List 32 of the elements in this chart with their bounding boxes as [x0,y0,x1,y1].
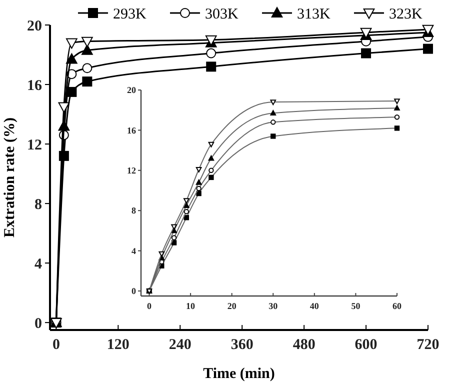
x-tick-label: 600 [354,337,378,353]
y-tick-label: 12 [127,166,136,176]
legend-label: 323K [389,6,422,22]
y-tick-label: 16 [127,125,136,136]
y-tick-label: 0 [34,316,42,332]
x-tick-label: 0 [147,301,152,311]
y-tick-label: 0 [132,286,136,296]
x-tick-label: 720 [416,337,440,353]
x-axis-title: Time (min) [203,366,275,382]
x-tick-label: 480 [292,337,316,353]
y-tick-label: 20 [127,85,136,96]
y-tick-label: 4 [132,246,136,256]
legend-label: 303K [205,6,238,22]
legend-label: 293K [113,6,146,22]
x-tick-label: 240 [168,337,192,353]
x-tick-label: 30 [268,301,278,311]
x-tick-label: 40 [310,301,320,311]
y-tick-label: 20 [27,18,42,34]
y-tick-label: 8 [34,196,42,213]
y-tick-label: 16 [27,78,42,94]
x-tick-label: 60 [392,301,402,311]
x-tick-label: 0 [52,337,60,353]
x-tick-label: 20 [227,301,237,311]
x-tick-label: 360 [230,337,254,353]
y-tick-label: 8 [132,206,136,216]
x-tick-label: 120 [106,337,130,353]
legend-label: 313K [297,6,330,22]
y-tick-label: 12 [27,137,42,154]
y-tick-label: 4 [34,256,42,272]
x-tick-label: 50 [351,301,361,311]
y-axis-title: Extration rate (%) [2,118,18,238]
x-tick-label: 10 [186,301,196,311]
